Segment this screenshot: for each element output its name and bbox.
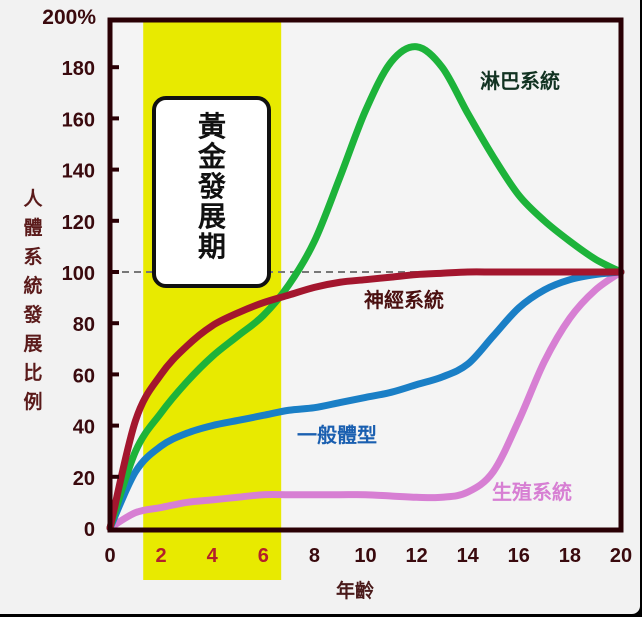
- y-tick-label: 60: [73, 365, 95, 387]
- y-tick-label: 100: [62, 263, 95, 285]
- series-line-3: [106, 268, 625, 532]
- y-axis-title: 人體系統發展比例: [23, 188, 43, 413]
- golden-period-char: 黃: [198, 110, 226, 143]
- x-tick-label: 12: [405, 545, 427, 567]
- series-line-0: [106, 43, 625, 532]
- label-general: 一般體型: [297, 423, 377, 447]
- golden-period-char: 金: [197, 140, 227, 173]
- series-line-1: [106, 268, 625, 532]
- golden-period-char: 發: [197, 170, 226, 203]
- golden-period-char: 展: [198, 200, 226, 233]
- y-tick-label: 160: [62, 109, 95, 131]
- x-tick-label: 10: [354, 545, 376, 567]
- golden-period-callout: [152, 96, 271, 288]
- y-tick-label: 20: [73, 468, 95, 490]
- x-tick-label: 2: [156, 545, 167, 567]
- x-tick-label: 20: [610, 545, 632, 567]
- x-tick-label: 14: [457, 545, 480, 567]
- x-axis-title: 年齡: [336, 579, 374, 602]
- x-tick-label: 16: [508, 545, 530, 567]
- y-tick-label: 200%: [42, 6, 96, 29]
- x-tick-label: 18: [559, 545, 581, 567]
- label-lymph: 淋巴系統: [480, 69, 560, 93]
- y-tick-label: 0: [84, 519, 95, 541]
- y-tick-label: 140: [62, 161, 95, 183]
- golden-period-char: 期: [198, 230, 226, 263]
- y-tick-label: 120: [62, 212, 95, 234]
- label-neural: 神經系統: [364, 288, 444, 312]
- x-tick-label: 4: [207, 545, 219, 567]
- y-tick-label: 80: [73, 314, 95, 336]
- axes-frame: [107, 17, 624, 533]
- x-tick-label: 8: [309, 545, 320, 567]
- x-tick-label: 6: [258, 545, 269, 567]
- x-tick-label: 0: [104, 545, 115, 567]
- series-line-2: [106, 268, 625, 532]
- label-reproductive: 生殖系統: [492, 480, 572, 504]
- y-tick-label: 180: [62, 58, 95, 80]
- y-tick-label: 40: [73, 417, 95, 439]
